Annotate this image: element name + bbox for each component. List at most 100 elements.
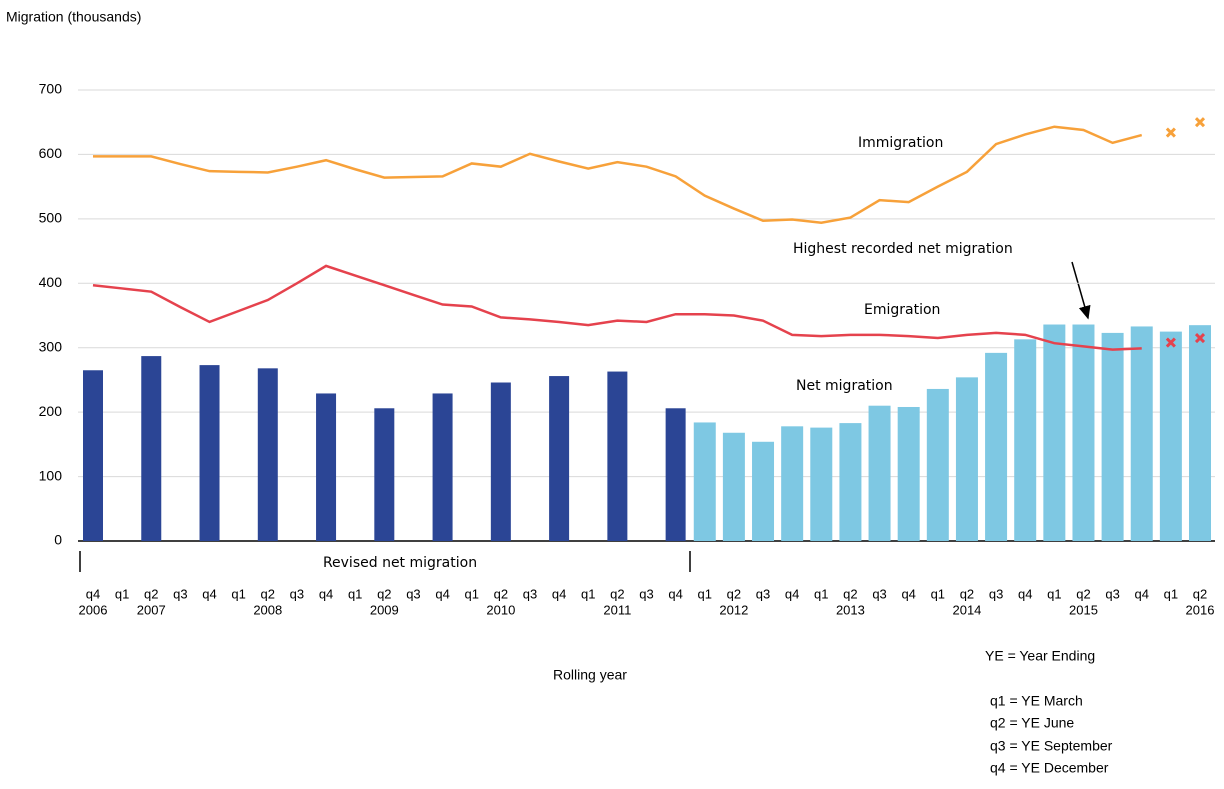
y-tick-label: 0 xyxy=(54,532,62,548)
x-tick-label: q3 xyxy=(523,586,537,601)
x-year-label: 2014 xyxy=(952,602,981,617)
x-tick-label: q4 xyxy=(668,586,682,601)
x-tick-label: q1 xyxy=(348,586,362,601)
y-tick-label: 600 xyxy=(39,145,63,161)
x-tick-label: q2 xyxy=(377,586,391,601)
y-tick-label: 100 xyxy=(39,467,63,483)
bar xyxy=(374,408,395,541)
x-tick-label: q4 xyxy=(901,586,915,601)
x-tick-label: q2 xyxy=(494,586,508,601)
y-tick-label: 700 xyxy=(39,81,63,97)
bar xyxy=(607,371,628,541)
bar xyxy=(1101,332,1124,541)
x-year-label: 2008 xyxy=(253,602,282,617)
bar xyxy=(199,365,220,541)
x-tick-label: q1 xyxy=(1047,586,1061,601)
x-tick-label: q2 xyxy=(727,586,741,601)
cross-marker xyxy=(1165,127,1176,138)
x-tick-label: q3 xyxy=(173,586,187,601)
x-year-label: 2009 xyxy=(370,602,399,617)
note: q4 = YE December xyxy=(990,760,1109,776)
x-tick-label: q4 xyxy=(435,586,449,601)
x-axis-label: Rolling year xyxy=(553,667,627,683)
y-tick-label: 400 xyxy=(39,274,63,290)
x-year-label: 2016 xyxy=(1186,602,1215,617)
bar xyxy=(810,427,833,541)
x-year-label: 2006 xyxy=(79,602,108,617)
bar xyxy=(1043,324,1066,541)
x-tick-label: q2 xyxy=(1076,586,1090,601)
note: q2 = YE June xyxy=(990,715,1074,731)
x-tick-label: q2 xyxy=(261,586,275,601)
bar xyxy=(1014,339,1037,541)
x-tick-label: q1 xyxy=(814,586,828,601)
note: YE = Year Ending xyxy=(985,648,1095,664)
bar xyxy=(1189,325,1211,541)
x-tick-label: q1 xyxy=(464,586,478,601)
x-tick-label: q4 xyxy=(1018,586,1032,601)
x-tick-label: q1 xyxy=(115,586,129,601)
y-tick-label: 500 xyxy=(39,210,63,226)
x-tick-label: q2 xyxy=(960,586,974,601)
bar xyxy=(897,406,920,541)
annotation: Highest recorded net migration xyxy=(793,241,1013,257)
bar xyxy=(665,408,686,541)
x-tick-label: q4 xyxy=(785,586,799,601)
bar xyxy=(316,393,337,541)
cross-marker xyxy=(1165,337,1176,348)
y-axis-label: Migration (thousands) xyxy=(6,9,141,25)
x-tick-label: q1 xyxy=(698,586,712,601)
bar xyxy=(985,352,1008,541)
x-tick-label: q1 xyxy=(1164,586,1178,601)
x-tick-label: q3 xyxy=(989,586,1003,601)
x-year-label: 2007 xyxy=(137,602,166,617)
series-label: Emigration xyxy=(864,302,940,318)
x-tick-label: q3 xyxy=(406,586,420,601)
x-tick-label: q1 xyxy=(231,586,245,601)
x-year-label: 2012 xyxy=(719,602,748,617)
bar xyxy=(83,370,103,541)
bar xyxy=(1072,324,1095,541)
x-year-label: 2015 xyxy=(1069,602,1098,617)
x-tick-label: q3 xyxy=(872,586,886,601)
x-tick-label: q3 xyxy=(756,586,770,601)
x-year-label: 2010 xyxy=(486,602,515,617)
bar xyxy=(752,441,775,541)
x-tick-label: q4 xyxy=(552,586,566,601)
x-tick-label: q2 xyxy=(144,586,158,601)
y-tick-label: 300 xyxy=(39,338,63,354)
x-tick-label: q2 xyxy=(1193,586,1207,601)
bar xyxy=(1130,326,1153,541)
x-year-label: 2011 xyxy=(603,602,631,617)
bar xyxy=(839,423,862,541)
bar xyxy=(141,356,162,541)
bar xyxy=(926,388,949,541)
bar xyxy=(868,405,891,541)
line xyxy=(93,125,1143,224)
note: q1 = YE March xyxy=(990,693,1083,709)
x-tick-label: q2 xyxy=(843,586,857,601)
note: q3 = YE September xyxy=(990,738,1113,754)
bar xyxy=(781,426,804,541)
line xyxy=(92,264,1142,351)
bar xyxy=(722,432,745,541)
series-label: Revised net migration xyxy=(323,555,477,571)
y-tick-label: 200 xyxy=(39,403,63,419)
x-tick-label: q1 xyxy=(931,586,945,601)
annotation-arrow xyxy=(1071,261,1091,320)
series-label: Net migration xyxy=(796,378,893,394)
cross-marker xyxy=(1194,332,1206,344)
bar xyxy=(955,377,978,541)
x-tick-label: q3 xyxy=(1105,586,1119,601)
x-tick-label: q4 xyxy=(202,586,216,601)
x-tick-label: q4 xyxy=(319,586,333,601)
bar xyxy=(693,422,716,541)
x-tick-label: q4 xyxy=(1135,586,1149,601)
bar xyxy=(257,368,278,541)
bar xyxy=(549,376,570,541)
bar xyxy=(432,393,453,541)
bar xyxy=(490,382,511,541)
x-year-label: 2013 xyxy=(836,602,865,617)
x-tick-label: q3 xyxy=(290,586,304,601)
